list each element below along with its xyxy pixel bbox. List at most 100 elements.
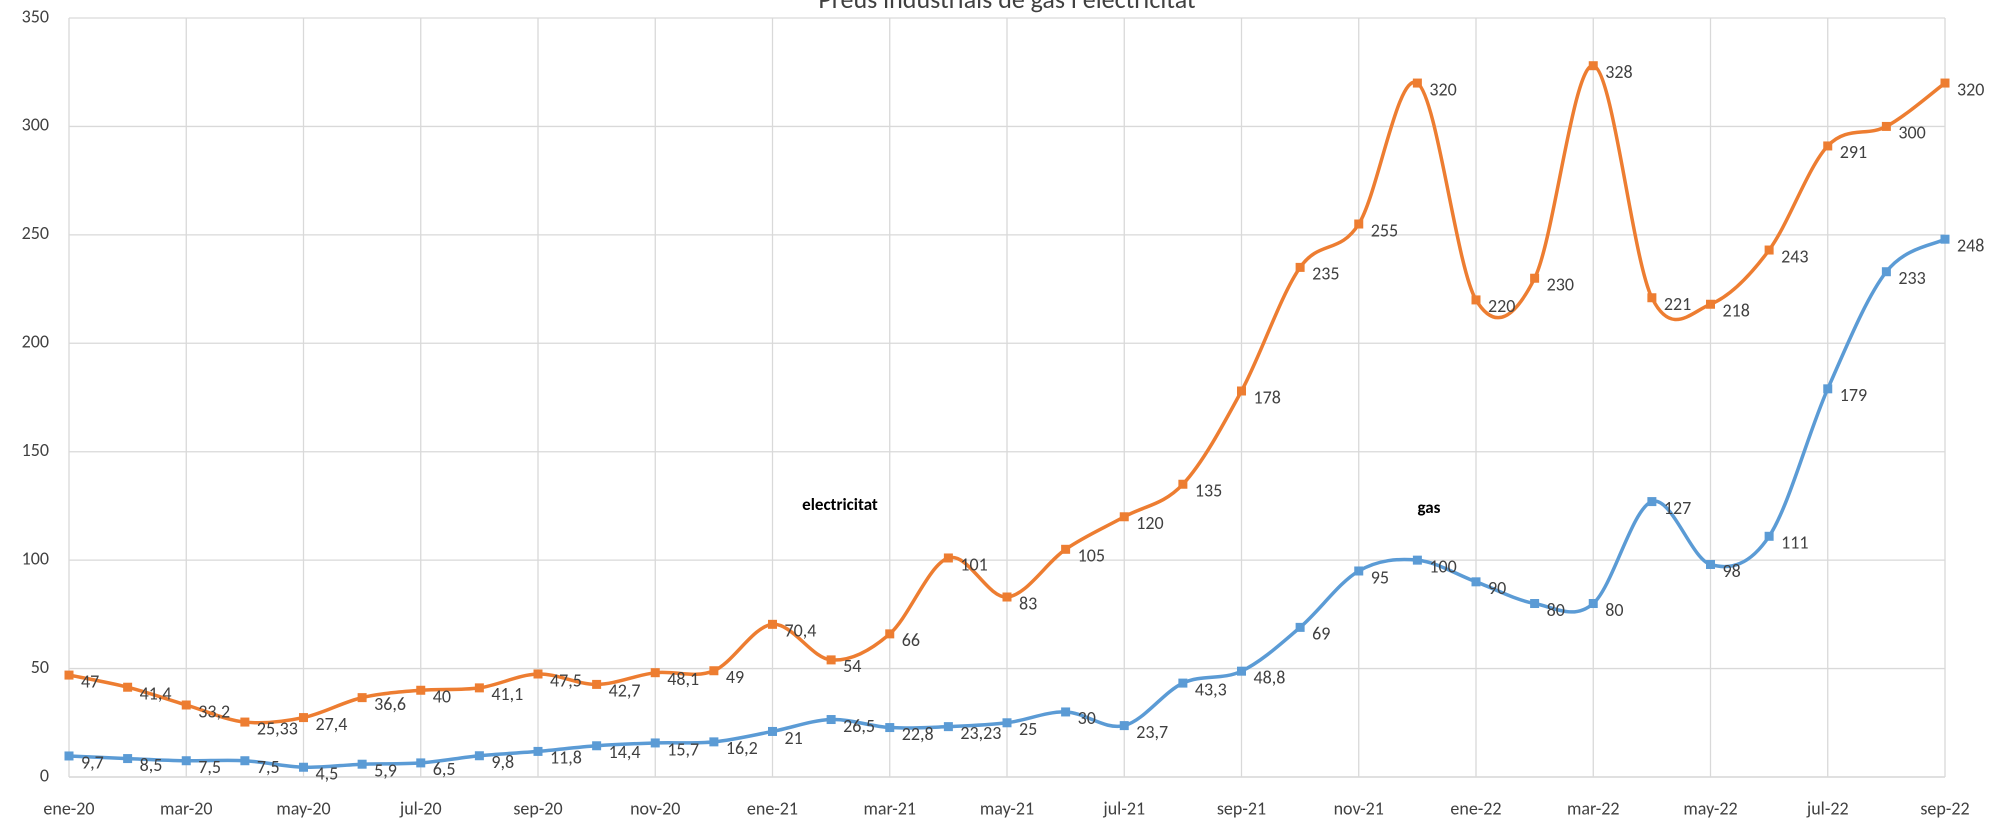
data-label: 22,8: [902, 723, 934, 745]
point-marker: [1588, 61, 1598, 71]
point-marker: [1119, 721, 1129, 731]
point-marker: [474, 751, 484, 761]
data-label: 27,4: [316, 713, 348, 735]
point-marker: [1354, 566, 1364, 576]
data-label: 100: [1429, 555, 1456, 577]
data-label: 42,7: [609, 680, 641, 702]
point-marker: [1940, 78, 1950, 88]
point-marker: [1706, 299, 1715, 309]
data-label: 40: [433, 686, 451, 708]
data-label: 23,23: [960, 722, 1001, 744]
x-tick-label: may-21: [980, 797, 1034, 819]
data-label: 248: [1957, 234, 1984, 256]
data-label: 47,5: [550, 669, 582, 691]
data-label: 300: [1898, 122, 1925, 144]
data-label: 218: [1723, 300, 1750, 322]
point-marker: [1823, 384, 1833, 394]
point-marker: [181, 700, 191, 710]
point-marker: [240, 756, 250, 766]
data-label: 41,4: [140, 683, 172, 705]
data-label: 36,6: [374, 693, 406, 715]
point-marker: [826, 655, 836, 665]
point-marker: [592, 741, 602, 751]
x-tick-label: mar-21: [863, 797, 916, 819]
point-marker: [943, 722, 953, 732]
point-marker: [768, 619, 777, 629]
point-marker: [592, 679, 602, 689]
point-marker: [885, 629, 895, 639]
data-label: 26,5: [843, 715, 875, 737]
chart-title: Preus industrials de gas i electricitat: [818, 0, 1196, 15]
data-label: 90: [1488, 577, 1506, 599]
data-label: 11,8: [550, 747, 582, 769]
data-label: 80: [1605, 599, 1623, 621]
point-marker: [1530, 599, 1540, 609]
point-marker: [1881, 121, 1891, 131]
data-label: 49: [726, 666, 744, 688]
data-label: 48,8: [1254, 666, 1286, 688]
data-label: 255: [1371, 219, 1398, 241]
point-marker: [416, 758, 426, 768]
point-marker: [1647, 497, 1657, 507]
data-label: 120: [1136, 512, 1163, 534]
data-label: 135: [1195, 480, 1222, 502]
data-label: 23,7: [1136, 721, 1168, 743]
x-tick-label: ene-22: [1450, 797, 1501, 819]
point-marker: [885, 723, 895, 733]
point-marker: [123, 754, 133, 764]
point-marker: [357, 759, 367, 769]
point-marker: [357, 693, 367, 703]
y-tick-label: 200: [22, 331, 49, 353]
data-label: 178: [1254, 386, 1281, 408]
y-tick-label: 300: [22, 114, 49, 136]
y-tick-label: 100: [22, 547, 49, 569]
point-marker: [1412, 78, 1422, 88]
point-marker: [1237, 666, 1246, 676]
data-label: 25,33: [257, 717, 298, 739]
y-tick-label: 150: [22, 439, 49, 461]
point-marker: [64, 670, 74, 680]
data-label: 66: [902, 629, 920, 651]
point-marker: [299, 762, 308, 772]
data-label: 33,2: [198, 700, 230, 722]
data-label: 179: [1840, 384, 1867, 406]
x-tick-label: jul-21: [1102, 797, 1145, 819]
y-tick-label: 350: [22, 5, 49, 27]
point-marker: [1178, 678, 1188, 688]
data-label: 320: [1429, 78, 1456, 100]
point-marker: [533, 746, 543, 756]
data-label: 235: [1312, 263, 1339, 285]
point-marker: [1647, 293, 1657, 303]
data-label: 101: [960, 553, 987, 575]
data-label: 7,5: [198, 756, 221, 778]
point-marker: [1940, 234, 1950, 244]
x-tick-label: sep-21: [1217, 797, 1266, 819]
point-marker: [64, 751, 74, 761]
x-tick-label: mar-22: [1567, 797, 1620, 819]
point-marker: [1471, 577, 1481, 587]
annotation: gas: [1418, 497, 1441, 518]
data-label: 320: [1957, 78, 1984, 100]
data-label: 48,1: [667, 668, 699, 690]
point-marker: [1002, 718, 1012, 728]
point-marker: [123, 682, 133, 692]
point-marker: [1119, 512, 1129, 522]
point-marker: [1764, 245, 1774, 255]
point-marker: [709, 666, 719, 676]
data-label: 6,5: [433, 758, 456, 780]
data-label: 21: [785, 727, 803, 749]
data-label: 4,5: [316, 763, 339, 785]
data-label: 54: [843, 655, 861, 677]
data-label: 98: [1723, 560, 1741, 582]
point-marker: [1295, 622, 1305, 632]
point-marker: [1237, 386, 1246, 396]
point-marker: [299, 713, 308, 723]
point-marker: [1061, 707, 1071, 717]
data-label: 80: [1547, 599, 1565, 621]
point-marker: [650, 668, 660, 678]
point-marker: [1178, 479, 1188, 489]
point-marker: [240, 717, 250, 727]
data-label: 105: [1078, 545, 1105, 567]
data-label: 230: [1547, 274, 1574, 296]
